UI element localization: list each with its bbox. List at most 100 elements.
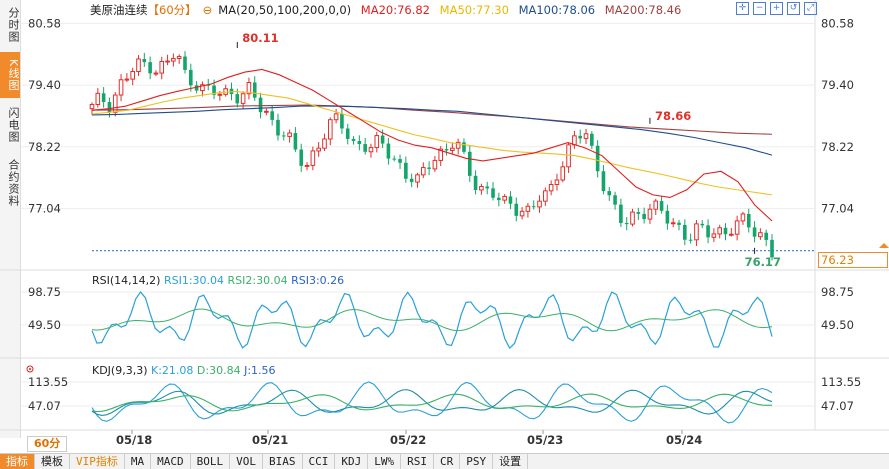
candle-body [734, 220, 740, 235]
indicator-button-lw[interactable]: LW% [368, 454, 402, 469]
price-legend: 美原油连续【60分】 ⊖ MA(20,50,100,200,0,0) MA20:76… [90, 2, 687, 18]
indicator-button-vol[interactable]: VOL [230, 454, 263, 469]
tab-contract-info[interactable]: 合约资料 [7, 159, 20, 207]
reset-icon[interactable]: ↺ [787, 2, 800, 15]
ma20-line [91, 68, 773, 222]
candle-body [467, 151, 472, 176]
kdj-settings-icon-dot [29, 368, 31, 370]
tab-kline[interactable]: K线图 [0, 52, 20, 98]
candle-body [89, 103, 95, 110]
candle-body [380, 135, 385, 144]
candle-body [316, 147, 321, 152]
candle-body [531, 206, 536, 208]
candle-body [189, 69, 193, 86]
indicator-button-[interactable]: 指标 [0, 454, 35, 469]
candle-body [363, 144, 367, 152]
indicator-button-[interactable]: 模板 [35, 454, 70, 469]
indicator-button-kdj[interactable]: KDJ [335, 454, 369, 469]
kdj-legend-item: J:1.56 [241, 364, 276, 377]
candle-body [194, 85, 199, 91]
candle-body [595, 145, 600, 172]
candle-body [124, 78, 130, 81]
candle-body [270, 111, 274, 120]
indicator-button-cci[interactable]: CCI [303, 454, 336, 469]
candle-body [659, 201, 664, 211]
rsi-legend-item: RSI(14,14,2) [92, 274, 160, 287]
candle-body [560, 166, 566, 181]
indicator-button-macd[interactable]: MACD [151, 454, 191, 469]
rsi2-line [91, 308, 773, 332]
candle-body [235, 94, 240, 104]
crosshair-icon[interactable]: ✛ [736, 2, 749, 15]
candle-body [200, 84, 205, 92]
candle-body [293, 133, 298, 150]
tab-flash-chart[interactable]: 闪电图 [7, 107, 20, 143]
left-sidebar: 分时图 K线图 闪电图 合约资料 [0, 0, 21, 438]
indicator-button-bias[interactable]: BIAS [263, 454, 303, 469]
candle-body [636, 212, 641, 214]
tab-timeshare[interactable]: 分时图 [7, 7, 20, 43]
candle-body [276, 119, 280, 136]
candle-body [764, 232, 768, 240]
price-marker-icon [879, 243, 889, 248]
ma50-line [91, 90, 773, 196]
candle-body [694, 223, 699, 241]
candle-body [752, 227, 757, 237]
indicator-button-vip[interactable]: VIP指标 [70, 454, 125, 469]
candle-body [583, 133, 589, 139]
indicator-button-psy[interactable]: PSY [460, 454, 494, 469]
ma20-value: MA20:76.82 [360, 3, 431, 17]
candle-body [404, 162, 408, 179]
candle-body [770, 239, 774, 258]
ma100-value: MA100:78.06 [518, 3, 596, 17]
candle-body [554, 179, 560, 186]
ma50-value: MA50:77.30 [439, 3, 509, 17]
kdj-tick-right: 47.07 [821, 399, 854, 413]
candle-body [642, 213, 646, 220]
candle-body [420, 167, 426, 176]
candle-body [118, 79, 124, 96]
price-tick-right: 80.58 [821, 16, 854, 30]
candle-body [240, 93, 246, 104]
candle-body [327, 119, 333, 140]
current-price-tag: 76.23 [818, 252, 888, 268]
indicator-button-boll[interactable]: BOLL [191, 454, 231, 469]
candle-body [333, 113, 339, 121]
candle-body [502, 195, 507, 201]
candle-body [444, 149, 449, 151]
indicator-button-ma[interactable]: MA [125, 454, 152, 469]
indicator-button-rsi[interactable]: RSI [401, 454, 434, 469]
candle-body [758, 232, 763, 238]
candle-body [351, 138, 356, 141]
candle-body [491, 188, 495, 198]
candle-body [281, 135, 286, 137]
candle-body [723, 227, 728, 235]
chart-toolbar: ✛ − + ↺ ⤢ [736, 2, 817, 15]
candle-body [670, 222, 676, 225]
candle-body [508, 196, 513, 204]
indicator-button-cr[interactable]: CR [434, 454, 461, 469]
kdj-k-line [91, 389, 773, 416]
axis-labels: 80.58 80.58 79.40 79.40 78.22 78.22 77.04 77.04… [26, 16, 889, 447]
period-select-button[interactable]: 60分 [27, 436, 68, 452]
indicator-toolbar: 指标 模板 VIP指标 MA MACD BOLL VOL BIAS CCI KDJ LW% RSI CR… [0, 453, 889, 469]
candle-body [566, 144, 571, 168]
chart-grid [0, 0, 889, 434]
indicator-button-[interactable]: 设置 [493, 454, 529, 469]
price-tick-right: 77.04 [821, 201, 854, 215]
candle-body [590, 133, 594, 146]
fullscreen-icon[interactable]: ⤢ [804, 2, 817, 15]
date-label: 05/24 [666, 433, 702, 447]
kline-chart[interactable]: 80.58 80.58 79.40 79.40 78.22 78.22 77.04 77.04… [0, 0, 889, 453]
rsi-legend-item: RSI2:30.04 [224, 274, 288, 287]
candle-body [287, 132, 292, 137]
candle-body [525, 205, 531, 212]
zoom-in-icon[interactable]: + [770, 2, 783, 15]
candle-body [619, 204, 623, 223]
candle-body [322, 138, 327, 149]
zoom-out-icon[interactable]: − [753, 2, 766, 15]
candle-body [740, 213, 746, 222]
candle-body [497, 197, 501, 201]
candle-body [340, 113, 344, 129]
candle-body [473, 175, 478, 190]
